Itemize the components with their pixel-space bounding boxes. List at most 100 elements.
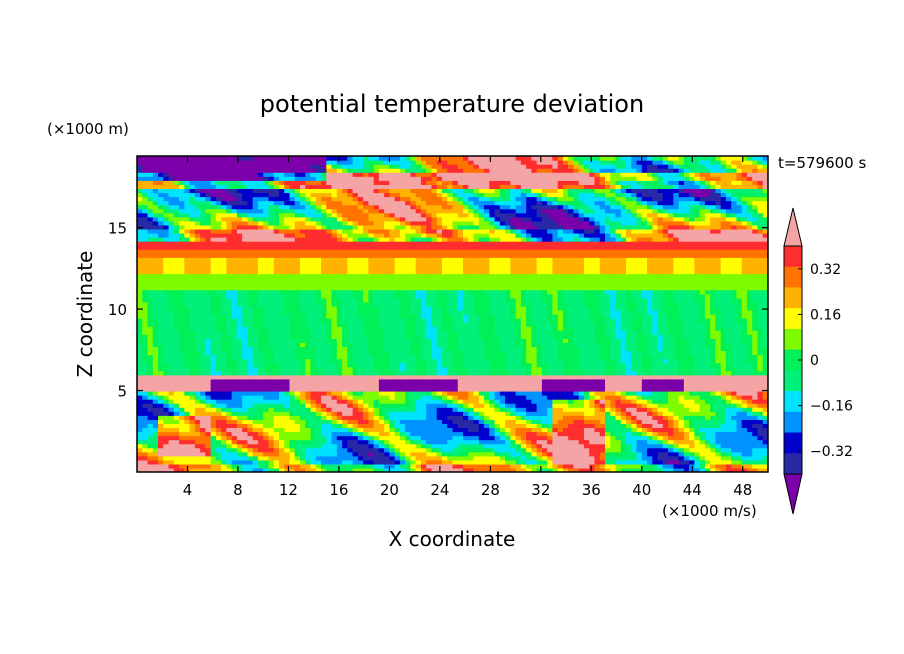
heatmap-cell [489, 378, 496, 384]
heatmap-cell [457, 338, 464, 343]
heatmap-cell [510, 467, 517, 472]
heatmap-cell [620, 354, 627, 360]
heatmap-cell [610, 439, 617, 445]
heatmap-cell [179, 431, 185, 437]
heatmap-cell [273, 403, 280, 408]
heatmap-cell [683, 326, 690, 331]
heatmap-cell [436, 447, 443, 453]
heatmap-cell [641, 403, 648, 408]
heatmap-cell [378, 370, 385, 376]
heatmap-cell [257, 334, 264, 339]
heatmap-cell [652, 326, 659, 331]
heatmap-cell [720, 370, 727, 376]
heatmap-cell [652, 459, 659, 465]
heatmap-cell [457, 370, 464, 376]
heatmap-cell [668, 309, 674, 315]
heatmap-cell [762, 411, 768, 416]
heatmap-cell [163, 431, 170, 437]
heatmap-cell [699, 467, 706, 472]
heatmap-cell [137, 378, 143, 384]
heatmap-cell [594, 350, 601, 356]
heatmap-cell [179, 358, 185, 364]
heatmap-cell [415, 309, 422, 315]
heatmap-cell [536, 427, 543, 433]
heatmap-cell [573, 358, 580, 364]
heatmap-cell [373, 427, 380, 433]
heatmap-cell [662, 309, 669, 315]
heatmap-cell [547, 439, 554, 445]
heatmap-cell [300, 423, 306, 429]
heatmap-cell [389, 330, 396, 335]
heatmap-cell [373, 415, 380, 420]
heatmap-cell [468, 322, 475, 327]
heatmap-cell [652, 427, 659, 433]
heatmap-cell [441, 395, 448, 400]
heatmap-cell [652, 330, 659, 335]
heatmap-cell [194, 378, 201, 384]
heatmap-cell [541, 459, 548, 465]
heatmap-cell [715, 407, 722, 412]
heatmap-cell [626, 439, 632, 445]
heatmap-cell [399, 423, 406, 429]
heatmap-cell [626, 362, 632, 368]
heatmap-cell [173, 354, 180, 360]
heatmap-cell [715, 314, 722, 319]
heatmap-cell [147, 419, 154, 424]
heatmap-cell [342, 314, 348, 319]
heatmap-cell [647, 346, 653, 352]
heatmap-cell [578, 305, 585, 311]
heatmap-cell [210, 322, 217, 327]
heatmap-cell [189, 415, 196, 420]
heatmap-cell [142, 439, 149, 445]
heatmap-cell [352, 309, 359, 315]
heatmap-cell [547, 318, 554, 323]
heatmap-cell [736, 395, 743, 400]
heatmap-cell [599, 305, 606, 311]
heatmap-cell [541, 427, 548, 433]
heatmap-cell [457, 439, 464, 445]
heatmap-cell [515, 431, 522, 437]
heatmap-cell [746, 403, 753, 408]
heatmap-cell [368, 403, 375, 408]
heatmap-cell [184, 358, 191, 364]
heatmap-cell [678, 338, 685, 343]
heatmap-cell [300, 382, 306, 388]
heatmap-cell [447, 403, 454, 408]
heatmap-cell [168, 305, 175, 311]
heatmap-cell [179, 342, 185, 348]
plot-area [137, 156, 768, 472]
heatmap-cell [589, 403, 596, 408]
heatmap-cell [431, 342, 438, 348]
heatmap-cell [484, 330, 490, 335]
heatmap-cell [668, 463, 674, 469]
heatmap-cell [194, 309, 201, 315]
heatmap-cell [610, 362, 617, 368]
heatmap-cell [257, 451, 264, 457]
heatmap-cell [515, 342, 522, 348]
heatmap-cell [252, 427, 259, 433]
heatmap-cell [484, 459, 490, 465]
heatmap-cell [720, 305, 727, 311]
heatmap-cell [662, 346, 669, 352]
heatmap-cell [710, 342, 717, 348]
heatmap-cell [752, 382, 759, 388]
heatmap-cell [583, 386, 590, 392]
heatmap-cell [552, 334, 559, 339]
heatmap-cell [284, 451, 291, 457]
heatmap-cell [752, 459, 759, 465]
heatmap-cell [447, 330, 454, 335]
heatmap-cell [505, 334, 511, 339]
heatmap-cell [200, 427, 206, 433]
heatmap-cell [636, 342, 643, 348]
heatmap-cell [184, 314, 191, 319]
heatmap-cell [268, 342, 275, 348]
heatmap-cell [210, 419, 217, 424]
heatmap-cell [441, 451, 448, 457]
heatmap-cell [394, 358, 401, 364]
heatmap-cell [478, 338, 485, 343]
heatmap-cell [305, 350, 312, 356]
heatmap-cell [704, 358, 711, 364]
heatmap-cell [536, 447, 543, 453]
heatmap-cell [704, 459, 711, 465]
heatmap-cell [531, 314, 538, 319]
